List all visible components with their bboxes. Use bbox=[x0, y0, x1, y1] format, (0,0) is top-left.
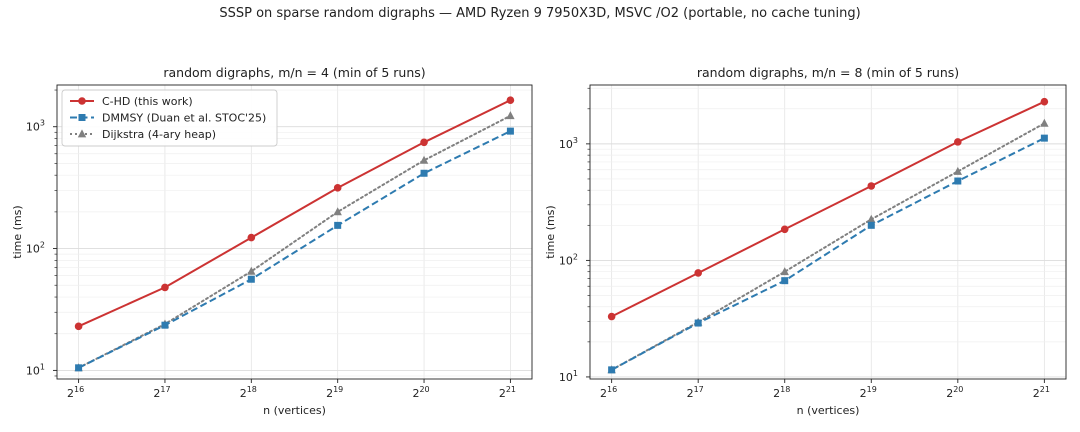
legend-marker bbox=[77, 129, 87, 138]
y-tick-label: 101 bbox=[26, 362, 45, 377]
data-point bbox=[608, 366, 616, 374]
x-tick-label: 216 bbox=[600, 385, 617, 400]
data-point bbox=[780, 267, 789, 276]
data-point bbox=[1040, 118, 1049, 127]
plot-title: random digraphs, m/n = 8 (min of 5 runs) bbox=[697, 65, 959, 80]
legend-label: DMMSY (Duan et al. STOC'25) bbox=[102, 112, 266, 125]
y-tick-label: 102 bbox=[559, 252, 578, 267]
series-line bbox=[78, 99, 511, 328]
data-point bbox=[333, 184, 342, 192]
data-point bbox=[781, 277, 789, 285]
figure-suptitle: SSSP on sparse random digraphs — AMD Ryz… bbox=[219, 6, 861, 21]
legend-marker bbox=[78, 97, 86, 105]
legend-box bbox=[61, 89, 278, 147]
x-tick-label: 218 bbox=[773, 385, 790, 400]
x-axis-label: n (vertices) bbox=[797, 404, 860, 417]
y-tick-label: 102 bbox=[26, 241, 45, 256]
data-point bbox=[75, 364, 83, 372]
data-point bbox=[953, 166, 963, 175]
y-axis-label: time (ms) bbox=[11, 205, 24, 258]
data-point bbox=[694, 319, 702, 327]
data-point bbox=[247, 266, 256, 275]
data-point bbox=[161, 283, 169, 292]
series-line bbox=[611, 100, 1045, 318]
plot-panel-2: 216 217 218 219 220 221 101 102 103 random digrap… bbox=[544, 65, 1067, 417]
data-point bbox=[867, 182, 876, 190]
y-tick-label: 103 bbox=[26, 119, 45, 134]
x-tick-label: 220 bbox=[412, 385, 429, 400]
x-tick-label: 221 bbox=[499, 385, 516, 400]
data-point bbox=[1040, 134, 1048, 142]
data-point bbox=[506, 127, 514, 135]
data-point bbox=[1040, 97, 1049, 106]
x-tick-label: 221 bbox=[1033, 385, 1050, 400]
y-tick-label: 101 bbox=[559, 369, 578, 384]
data-point bbox=[954, 138, 962, 146]
plot-panel-1: 216 217 218 219 220 221 101 102 103 random digrap… bbox=[11, 65, 533, 417]
axes-frame bbox=[56, 84, 533, 380]
x-tick-label: 217 bbox=[687, 385, 704, 400]
y-axis-label: time (ms) bbox=[544, 205, 557, 258]
data-point bbox=[954, 177, 962, 185]
data-point bbox=[420, 138, 428, 147]
x-tick-label: 220 bbox=[946, 385, 963, 400]
x-tick-label: 219 bbox=[860, 385, 877, 400]
data-point bbox=[420, 169, 428, 177]
legend-label: Dijkstra (4-ary heap) bbox=[102, 128, 216, 141]
data-point bbox=[780, 225, 789, 234]
data-point bbox=[867, 221, 875, 229]
axes-frame bbox=[589, 84, 1067, 380]
x-axis-label: n (vertices) bbox=[263, 404, 326, 417]
series-line bbox=[78, 130, 511, 369]
data-point bbox=[333, 207, 342, 216]
plot-title: random digraphs, m/n = 4 (min of 5 runs) bbox=[163, 65, 425, 80]
x-tick-label: 216 bbox=[67, 385, 84, 400]
x-tick-label: 217 bbox=[153, 385, 170, 400]
data-point bbox=[161, 321, 169, 329]
data-point bbox=[506, 111, 515, 120]
data-point bbox=[334, 221, 342, 229]
data-point bbox=[419, 155, 429, 164]
data-point bbox=[247, 275, 255, 283]
data-point bbox=[74, 322, 83, 331]
y-tick-label: 103 bbox=[559, 136, 578, 151]
series-line bbox=[610, 122, 1046, 371]
data-point bbox=[506, 96, 515, 105]
series-line bbox=[611, 137, 1045, 371]
legend-marker bbox=[78, 114, 86, 121]
data-point bbox=[607, 312, 616, 321]
data-point bbox=[867, 214, 876, 223]
data-point bbox=[247, 233, 256, 242]
x-tick-label: 218 bbox=[240, 385, 257, 400]
legend-label: C-HD (this work) bbox=[102, 95, 193, 108]
series-line bbox=[77, 114, 512, 369]
data-point bbox=[694, 269, 702, 277]
x-tick-label: 219 bbox=[326, 385, 343, 400]
